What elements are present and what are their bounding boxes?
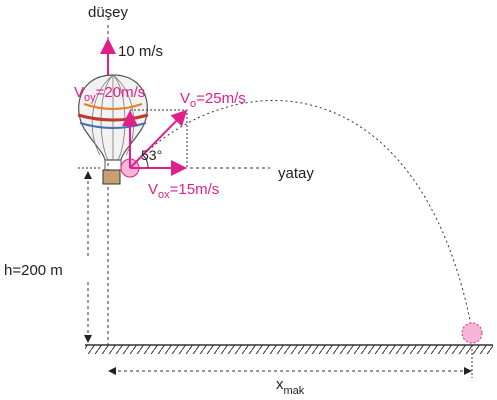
landing-ball — [461, 322, 483, 344]
vox-label: Vox=15m/s — [148, 181, 219, 201]
vo-arrow — [129, 109, 188, 169]
range-sub: mak — [284, 385, 305, 397]
voy-sub: oy — [84, 92, 96, 104]
vo-label: Vo=25m/s — [180, 90, 246, 110]
vox-symbol: V — [148, 181, 158, 198]
voy-symbol: V — [74, 84, 84, 101]
range-label: xmak — [276, 376, 305, 397]
vertical-axis-label: düşey — [88, 4, 129, 21]
vox-value: =15m/s — [170, 181, 220, 198]
vox-sub: ox — [158, 189, 170, 201]
trajectory — [129, 100, 473, 331]
range-symbol: x — [276, 376, 284, 393]
voy-label: Voy=20m/s — [74, 84, 145, 104]
height-label: h=200 m — [4, 262, 63, 279]
balloon-speed-label: 10 m/s — [118, 43, 163, 60]
angle-arc — [142, 154, 149, 169]
vo-value: =25m/s — [196, 90, 246, 107]
voy-value: =20m/s — [96, 84, 146, 101]
angle-label: 53° — [141, 147, 162, 163]
ground-hatch — [85, 345, 493, 354]
vo-sub: o — [190, 98, 196, 110]
horizontal-axis-label: yatay — [278, 165, 314, 182]
vo-symbol: V — [180, 90, 190, 107]
